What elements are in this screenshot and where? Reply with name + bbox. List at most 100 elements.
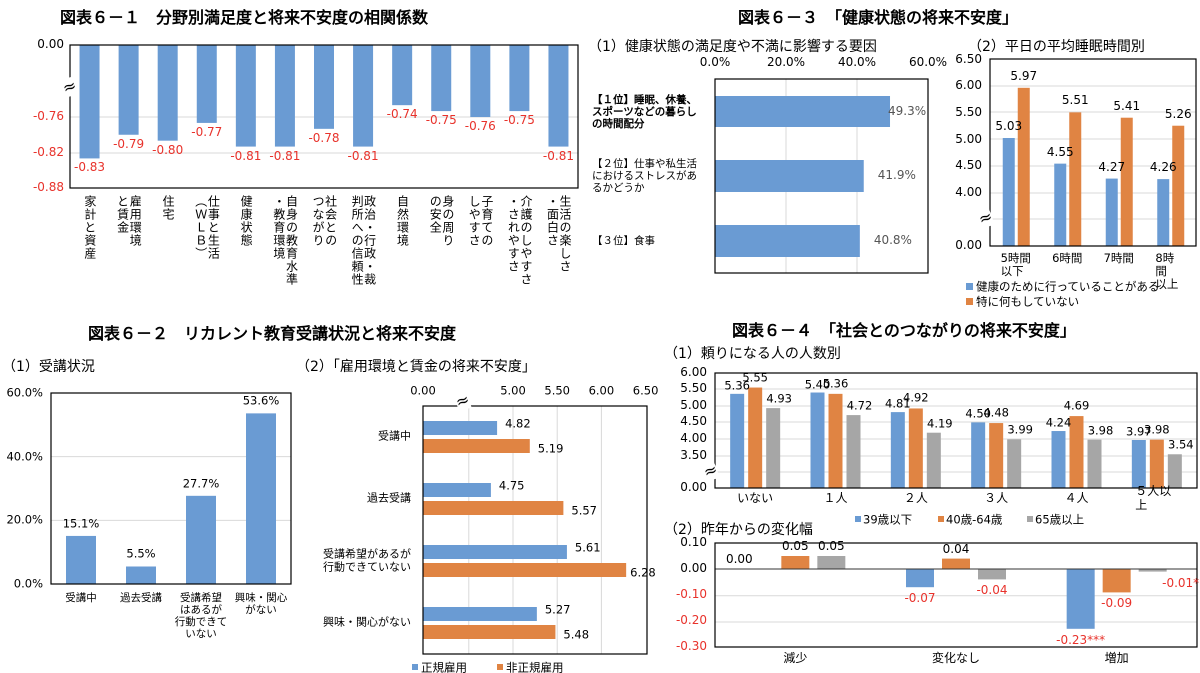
legend-label: 39歳以下 [863,512,913,527]
data-label: 5.40 [804,376,831,391]
x-tick-label: 受講中 [65,592,97,604]
data-label: 5.26 [1164,106,1192,121]
data-label: 53.6% [242,393,280,408]
data-label: 0.05 [817,539,845,554]
x-tick-label: 0.00 [410,383,436,398]
data-label: 5.36 [724,378,750,393]
bar [196,45,217,123]
data-label: 4.82 [505,416,531,431]
x-tick-label: 生活の楽しさ ・面白さ [545,195,573,273]
bar [423,563,627,577]
plot-area [50,392,292,585]
data-label: 4.27 [1098,159,1126,174]
bar [423,545,567,559]
bar [157,45,178,141]
y-tick-label: 過去受講 [367,491,411,505]
data-label: 49.3% [888,103,927,118]
y-tick-label: -0.20 [675,613,707,628]
data-label: 5.5% [126,546,156,561]
y-tick-label: 6.00 [955,78,982,93]
data-label: 4.26 [1149,160,1177,175]
data-label: -0.75 [425,113,457,128]
data-label: 5.03 [995,119,1023,134]
data-label: -0.07 [904,591,936,606]
plot-area [714,78,929,274]
bar [118,45,139,135]
bar [1054,163,1067,246]
bar [766,408,781,488]
fig62a-subtitle: （1）受講状況 [2,359,95,375]
data-label: 4.55 [1046,144,1074,159]
y-tick-label: 5.00 [955,131,982,146]
y-tick-label: 0.00 [955,238,982,253]
bar [1066,569,1095,629]
bar [906,569,934,588]
data-label: 27.7% [182,476,220,491]
y-tick-label: 興味・関心がない [323,615,411,629]
y-tick-label: 5.00 [680,397,707,412]
data-label: 5.36 [822,376,849,391]
x-tick-label: ４人 [1064,491,1089,506]
bar [971,422,986,488]
bar [989,423,1004,488]
x-tick-label: 興味・関心 がない [234,592,288,617]
y-tick-label: -0.76 [32,109,64,124]
legend-swatch [938,516,944,522]
bar [846,415,861,488]
bar [1105,178,1118,246]
y-tick-label: 0.00 [37,37,64,52]
bar [66,535,96,584]
x-tick-label: 6.00 [588,383,615,398]
data-label: -0.04 [976,583,1008,598]
data-label: -0.78 [308,130,340,145]
bar [926,432,941,488]
bar [509,45,530,112]
data-label: 15.1% [62,516,100,531]
x-tick-label: 6.50 [632,383,659,398]
data-label: 4.50 [965,406,991,421]
y-tick-label: 受講中 [378,429,411,443]
x-tick-label: 7時間 [1103,251,1134,265]
x-tick-label: 60.0% [908,55,948,70]
bar [274,45,295,147]
plot-area [714,542,1198,648]
data-label: 3.97 [1126,424,1152,439]
y-tick-label: 4.00 [680,431,707,446]
data-label: -0.81 [230,148,262,163]
bar [1007,439,1022,488]
y-tick-label: 3.50 [680,447,707,462]
legend-label: 非正規雇用 [506,660,564,673]
data-label: 6.28 [630,565,656,580]
fig64a-subtitle: （1）頼りになる人の人数別 [664,346,841,362]
bar [423,501,564,515]
x-tick-label: 過去受講 [120,592,162,604]
x-tick-label: ３人 [984,491,1009,506]
y-tick-label: -0.82 [32,144,64,159]
legend-label: 65歳以上 [1035,512,1085,527]
data-label: 41.9% [877,168,916,183]
x-tick-label: 6時間 [1052,251,1083,265]
data-label: -0.81 [347,148,379,163]
data-label: -0.77 [191,125,223,140]
x-tick-label: 20.0% [766,55,806,70]
legend-swatch [412,664,418,670]
fig61-title: 図表６－１ 分野別満足度と将来不安度の相関係数 [60,8,429,27]
bar [431,45,452,112]
data-label: 5.57 [571,503,597,518]
x-tick-label: 自身の教育水準 ・教育環境 [271,195,299,286]
data-label: 5.97 [1010,68,1038,83]
bar [781,556,810,569]
data-label: -0.09 [1101,596,1133,611]
x-tick-label: 健康状態 [239,195,254,247]
data-label: -0.23*** [1056,632,1106,647]
x-tick-label: 家計と資産 [82,195,97,260]
legend-label: 正規雇用 [421,660,467,673]
bar [942,558,970,569]
bar [423,483,491,497]
x-tick-label: 40.0% [837,55,877,70]
x-tick-label: 社会との つながり [311,195,338,247]
x-tick-label: 自然環境 [395,195,410,247]
data-label: 4.81 [885,396,911,411]
